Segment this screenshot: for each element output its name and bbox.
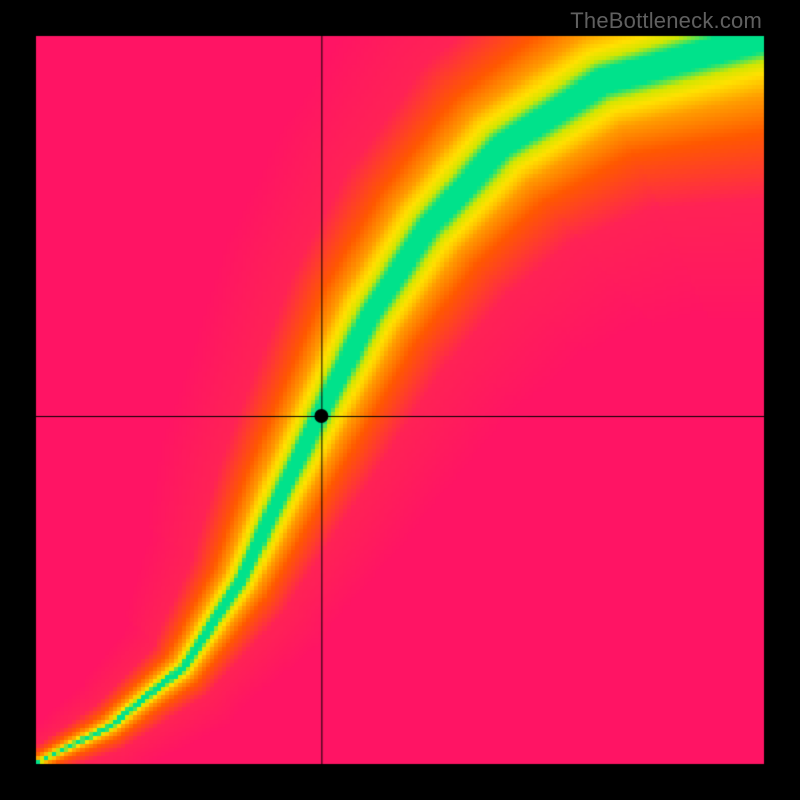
heatmap-canvas bbox=[0, 0, 800, 800]
chart-container: TheBottleneck.com bbox=[0, 0, 800, 800]
watermark-text: TheBottleneck.com bbox=[570, 8, 762, 34]
